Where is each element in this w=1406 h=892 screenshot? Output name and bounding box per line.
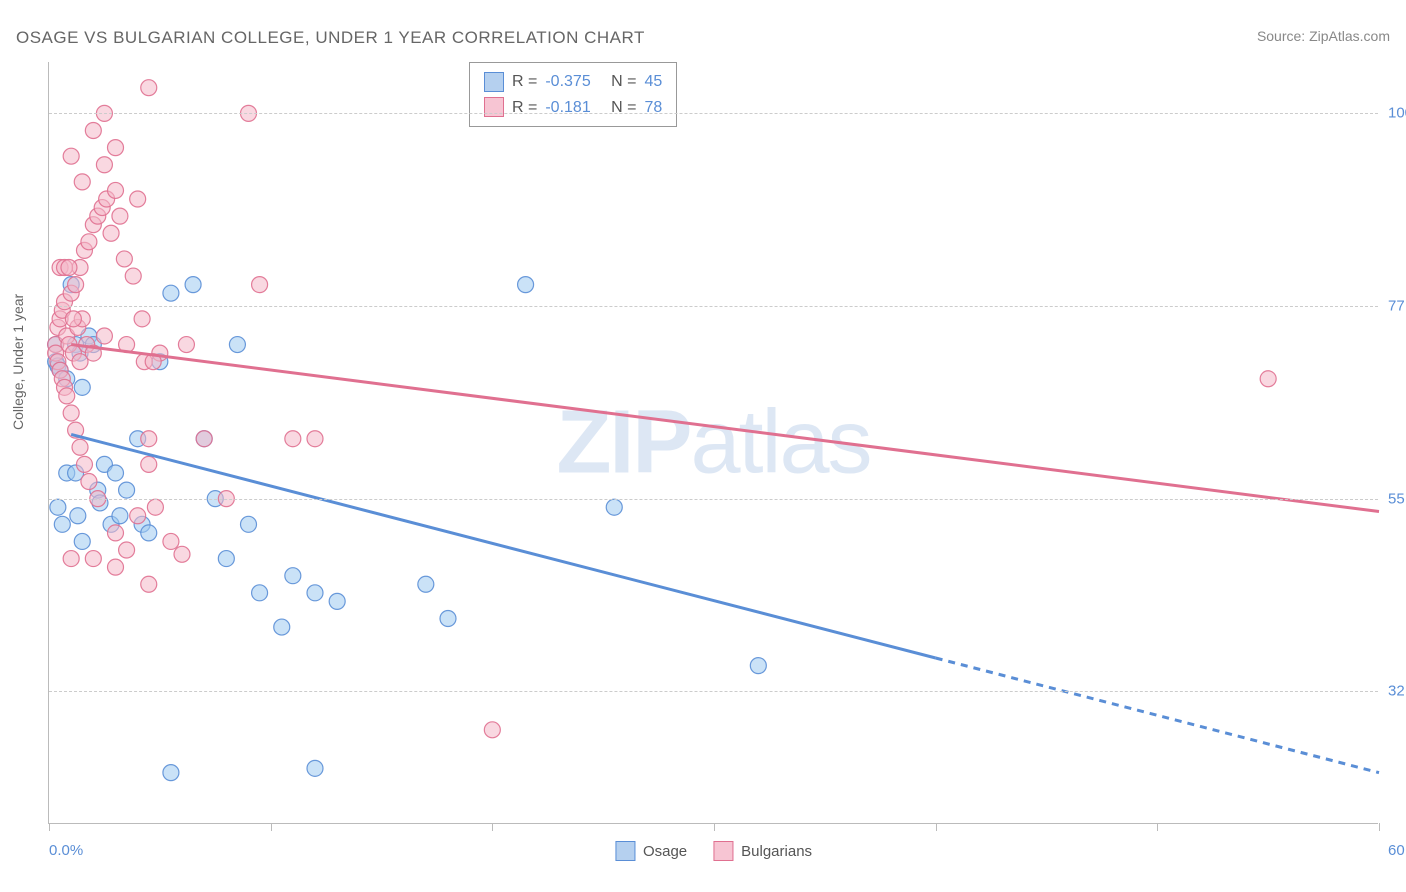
gridline bbox=[49, 691, 1378, 692]
y-axis-tick-label: 100.0% bbox=[1388, 105, 1406, 122]
x-axis-tick bbox=[492, 823, 493, 831]
legend-row-osage: R = -0.375 N = 45 bbox=[484, 69, 662, 95]
legend-r-value: -0.181 bbox=[545, 95, 590, 121]
source-attribution: Source: ZipAtlas.com bbox=[1257, 28, 1390, 44]
x-axis-tick bbox=[936, 823, 937, 831]
legend-label: Osage bbox=[643, 843, 687, 860]
y-axis-label: College, Under 1 year bbox=[10, 294, 26, 430]
swatch-icon bbox=[484, 72, 504, 92]
legend-r-label: R = bbox=[512, 95, 537, 121]
swatch-icon bbox=[484, 97, 504, 117]
gridline bbox=[49, 113, 1378, 114]
x-axis-tick bbox=[271, 823, 272, 831]
legend-n-label: N = bbox=[611, 69, 636, 95]
gridline bbox=[49, 306, 1378, 307]
x-axis-tick bbox=[49, 823, 50, 831]
x-axis-tick bbox=[714, 823, 715, 831]
chart-title: OSAGE VS BULGARIAN COLLEGE, UNDER 1 YEAR… bbox=[16, 28, 645, 48]
legend-item-bulgarians: Bulgarians bbox=[713, 841, 812, 861]
legend-n-label: N = bbox=[611, 95, 636, 121]
correlation-legend: R = -0.375 N = 45 R = -0.181 N = 78 bbox=[469, 62, 677, 127]
x-axis-tick bbox=[1379, 823, 1380, 831]
legend-r-label: R = bbox=[512, 69, 537, 95]
y-axis-tick-label: 32.5% bbox=[1388, 683, 1406, 700]
scatter-plot-svg bbox=[49, 62, 1378, 823]
x-axis-max-label: 60.0% bbox=[1388, 842, 1406, 859]
y-axis-tick-label: 77.5% bbox=[1388, 298, 1406, 315]
legend-item-osage: Osage bbox=[615, 841, 687, 861]
legend-r-value: -0.375 bbox=[545, 69, 590, 95]
legend-n-value: 45 bbox=[645, 69, 663, 95]
legend-label: Bulgarians bbox=[741, 843, 812, 860]
y-axis-tick-label: 55.0% bbox=[1388, 490, 1406, 507]
swatch-icon bbox=[713, 841, 733, 861]
chart-plot-area: ZIPatlas R = -0.375 N = 45 R = -0.181 N … bbox=[48, 62, 1378, 824]
series-legend: Osage Bulgarians bbox=[615, 841, 812, 861]
legend-row-bulgarians: R = -0.181 N = 78 bbox=[484, 95, 662, 121]
x-axis-min-label: 0.0% bbox=[49, 842, 83, 859]
legend-n-value: 78 bbox=[645, 95, 663, 121]
x-axis-tick bbox=[1157, 823, 1158, 831]
swatch-icon bbox=[615, 841, 635, 861]
gridline bbox=[49, 499, 1378, 500]
